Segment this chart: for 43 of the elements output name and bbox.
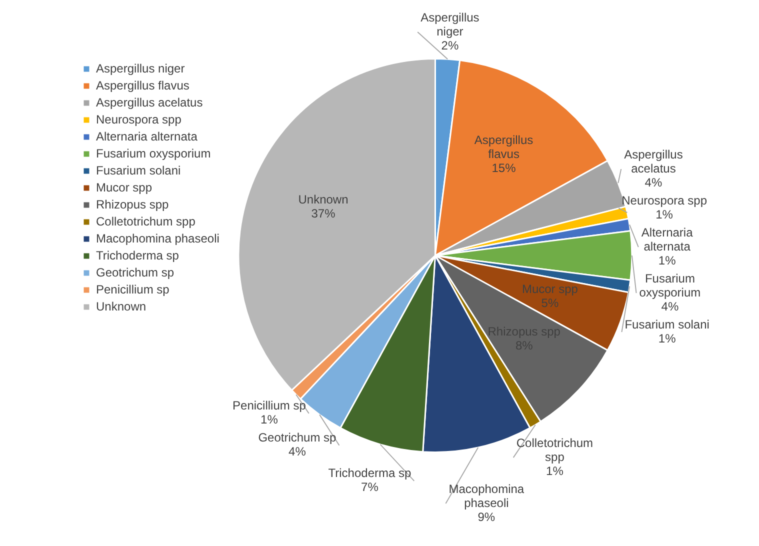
data-label: 4% xyxy=(288,444,306,459)
slice-label: Neurospora spp xyxy=(622,193,708,208)
data-label: 9% xyxy=(478,510,496,524)
data-label: 1% xyxy=(658,253,676,268)
legend-label: Aspergillus acelatus xyxy=(96,95,203,110)
legend-label: Fusarium solani xyxy=(96,163,181,178)
slice-label: Macophomina phaseoli xyxy=(448,482,524,510)
slice-label: Geotrichum sp xyxy=(258,430,337,445)
data-label: 4% xyxy=(661,299,679,314)
legend-label: Unknown xyxy=(96,299,146,314)
slice-label: Unknown xyxy=(298,192,348,206)
legend-label: Macophomina phaseoli xyxy=(96,231,220,246)
data-label: 1% xyxy=(656,207,674,222)
legend-label: Trichoderma sp xyxy=(96,248,180,262)
data-label: 37% xyxy=(311,206,336,220)
legend-label: Fusarium oxysporium xyxy=(96,146,211,160)
data-label: 4% xyxy=(644,175,662,190)
data-label: 5% xyxy=(541,296,559,310)
legend-label: Penicillium sp xyxy=(96,282,170,296)
data-label: 15% xyxy=(492,160,516,175)
legend-label: Rhizopus spp xyxy=(96,197,170,212)
data-label: 7% xyxy=(361,480,379,494)
slice-label: Alternaria alternata xyxy=(641,225,694,254)
slice-label: Aspergillus flavus xyxy=(474,132,534,161)
slice-label: Fusarium solani xyxy=(624,317,710,332)
legend-label: Mucor spp xyxy=(96,180,152,194)
legend-label: Aspergillus niger xyxy=(96,61,185,76)
legend-label: Colletotrichum spp xyxy=(96,214,196,228)
slice-label: Trichoderma sp xyxy=(328,466,412,480)
slice-label: Colletotrichum spp xyxy=(516,436,594,464)
slice-label: Fusarium oxysporium xyxy=(639,271,701,300)
legend-label: Neurospora spp xyxy=(96,112,182,126)
legend-label: Geotrichum sp xyxy=(96,265,174,280)
legend-label: Aspergillus flavus xyxy=(96,78,190,92)
slice-label: Mucor spp xyxy=(522,282,578,296)
slice-label: Aspergillus acelatus xyxy=(624,147,683,176)
data-label: 1% xyxy=(658,331,676,346)
data-label: 2% xyxy=(441,38,459,52)
slice-label: Penicillium sp xyxy=(232,398,306,413)
data-label: 1% xyxy=(546,464,564,478)
legend-label: Alternaria alternata xyxy=(96,129,198,144)
data-label: 1% xyxy=(260,412,278,427)
slice-label: Aspergillus niger xyxy=(420,10,480,38)
